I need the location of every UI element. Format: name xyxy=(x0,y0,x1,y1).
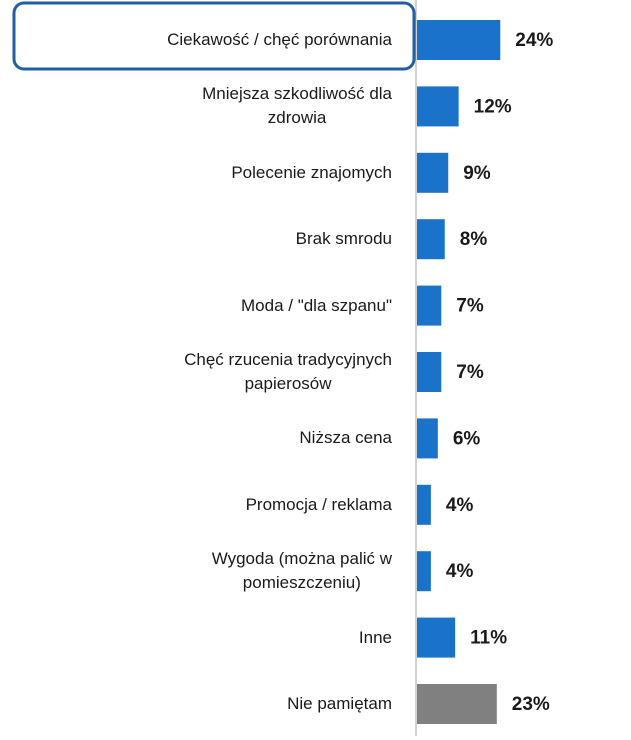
category-label-box: Polecenie znajomych xyxy=(231,143,392,203)
category-label: Brak smrodu xyxy=(295,229,392,249)
category-label-box: Ciekawość / chęć porównania xyxy=(167,10,392,70)
category-label: Ciekawość / chęć porównania xyxy=(167,30,392,49)
value-label: 24% xyxy=(515,30,553,51)
category-label-box: Promocja / reklama xyxy=(246,475,392,535)
bar xyxy=(417,551,431,592)
category-label: Wygoda (można palić w pomieszczeniu) xyxy=(211,549,392,593)
bar xyxy=(417,152,449,193)
value-label: 11% xyxy=(470,628,507,649)
value-label: 12% xyxy=(474,96,512,117)
category-label-box: Mniejsza szkodliwość dla zdrowia xyxy=(202,76,392,136)
category-label-box: Moda / "dla szpanu" xyxy=(241,276,392,336)
bar xyxy=(417,219,445,260)
value-label: 4% xyxy=(446,561,474,582)
category-label: Inne xyxy=(358,627,392,647)
bar xyxy=(417,418,438,459)
value-label: 8% xyxy=(460,229,488,250)
bar xyxy=(417,352,442,392)
value-label: 9% xyxy=(463,163,491,184)
highlight-box xyxy=(12,1,416,71)
value-label: 7% xyxy=(456,296,484,317)
category-label: Mniejsza szkodliwość dla zdrowia xyxy=(202,84,392,128)
bar xyxy=(417,684,497,724)
category-label: Chęć rzucenia tradycyjnych papierosów xyxy=(184,350,392,393)
category-label-box: Chęć rzucenia tradycyjnych papierosów xyxy=(184,342,392,402)
category-label: Nie pamiętam xyxy=(287,694,392,713)
category-label: Moda / "dla szpanu" xyxy=(241,295,392,315)
category-label: Niższa cena xyxy=(299,428,392,448)
category-label-box: Nie pamiętam xyxy=(287,674,392,734)
bar xyxy=(417,86,459,127)
value-label: 6% xyxy=(453,428,481,449)
bar xyxy=(417,484,431,525)
category-label: Promocja / reklama xyxy=(245,494,392,514)
value-label: 7% xyxy=(456,362,484,383)
category-label-box: Niższa cena xyxy=(299,408,392,468)
bar xyxy=(417,617,456,658)
category-label-box: Brak smrodu xyxy=(296,209,392,269)
bar xyxy=(417,20,501,60)
value-label: 23% xyxy=(512,694,550,715)
category-label: Polecenie znajomych xyxy=(231,162,392,182)
value-label: 4% xyxy=(446,495,474,516)
category-label-box: Inne xyxy=(359,608,392,668)
bar xyxy=(417,285,442,326)
category-label-box: Wygoda (można palić w pomieszczeniu) xyxy=(212,541,392,601)
